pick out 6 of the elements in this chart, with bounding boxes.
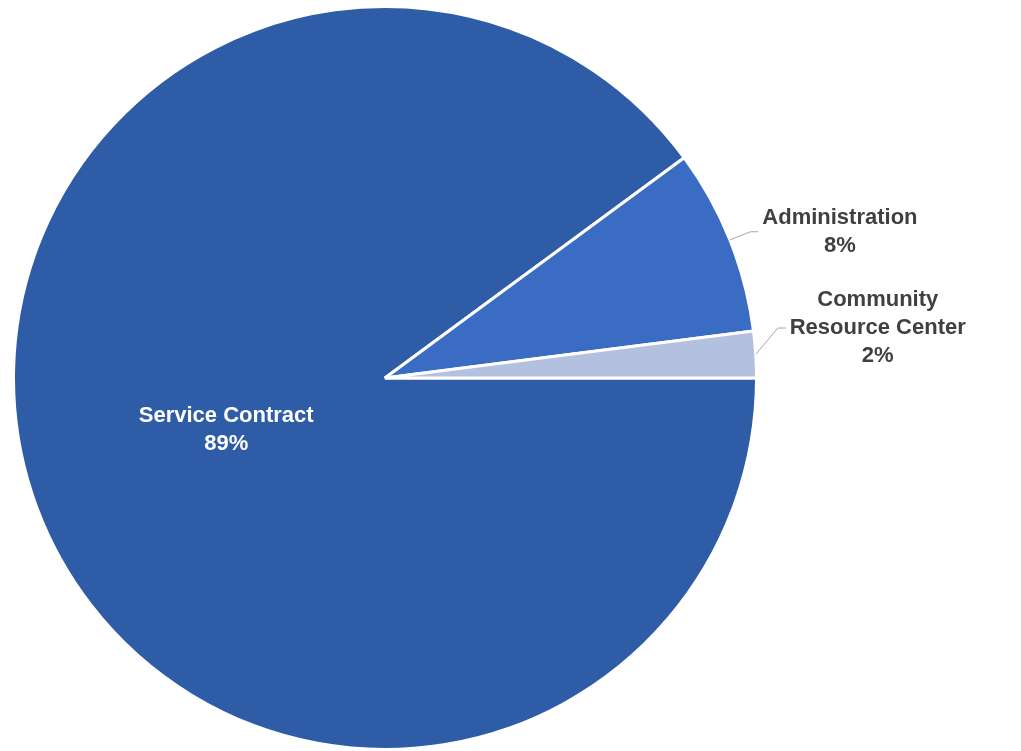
data-label: 89% [204,430,249,456]
data-label: 2% [861,342,894,368]
slice-label: Administration [762,203,918,229]
slice-label: Service Contract [138,402,315,428]
data-label: 8% [824,231,856,257]
slice-label: Community Resource Center [789,286,967,340]
